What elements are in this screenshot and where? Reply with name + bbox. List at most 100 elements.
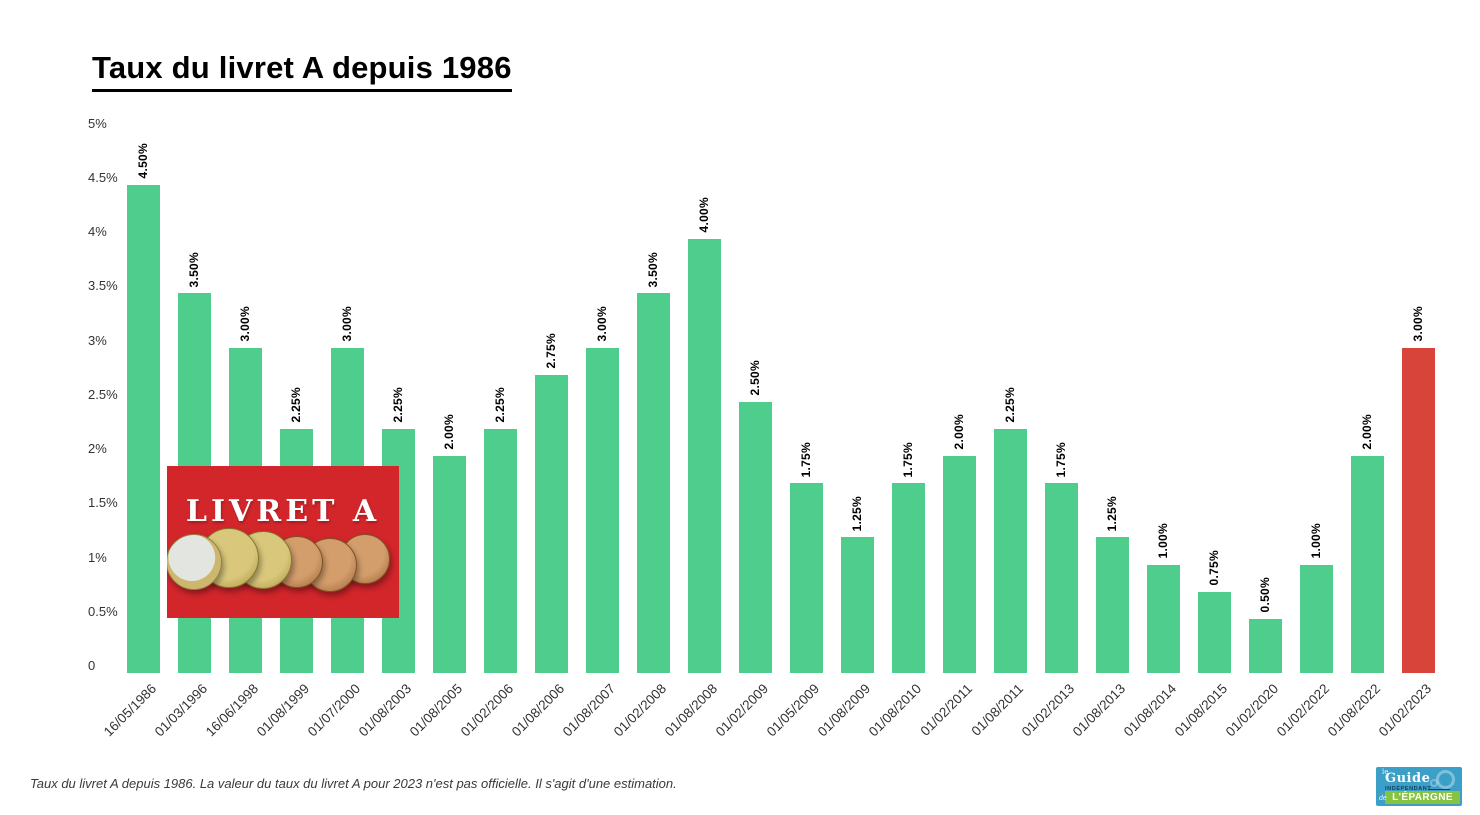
x-axis-label: 01/05/2009 xyxy=(764,681,823,740)
bar-value-label: 1.75% xyxy=(1054,441,1068,478)
chart-bar xyxy=(942,456,976,673)
bar-value-label: 2.00% xyxy=(1360,414,1374,450)
chart-bar xyxy=(585,347,619,673)
bar-value-label: 2.00% xyxy=(952,414,966,450)
bar-value-label: 2.25% xyxy=(1003,387,1017,423)
bar-value-label: 2.25% xyxy=(289,387,303,423)
x-axis-label: 01/08/2006 xyxy=(509,681,568,740)
x-axis-label: 01/07/2000 xyxy=(305,681,364,740)
bar-value-label: 3.00% xyxy=(1411,305,1425,342)
y-axis-label: 1.5% xyxy=(88,495,118,511)
footnote: Taux du livret A depuis 1986. La valeur … xyxy=(30,776,677,791)
chart-bar xyxy=(687,239,721,673)
chart-bar xyxy=(789,483,823,673)
x-axis-label: 01/08/1999 xyxy=(254,681,313,740)
x-axis-label: 01/08/2007 xyxy=(560,681,619,740)
x-axis-label: 01/02/2006 xyxy=(458,681,517,740)
bar-value-label: 0.75% xyxy=(1207,550,1221,586)
x-axis-label: 16/06/1998 xyxy=(203,681,262,740)
x-axis-label: 01/08/2008 xyxy=(662,681,721,740)
bar-value-label: 4.00% xyxy=(697,197,711,233)
x-axis-label: 01/02/2013 xyxy=(1019,681,1078,740)
bar-value-label: 1.00% xyxy=(1156,522,1170,559)
livret-a-caption: LIVRET A xyxy=(185,494,381,529)
bar-value-label: 2.00% xyxy=(442,414,456,450)
x-axis-label: 01/08/2010 xyxy=(866,681,925,740)
x-axis-label: 16/05/1986 xyxy=(101,681,160,740)
y-axis-label: 0 xyxy=(88,658,96,673)
y-axis-label: 1% xyxy=(88,549,107,565)
x-axis-label: 01/02/2008 xyxy=(611,681,670,740)
x-axis-label: 01/08/2022 xyxy=(1325,681,1384,740)
chart-bar xyxy=(840,537,874,673)
bar-value-label: 1.75% xyxy=(901,441,915,478)
bar-value-label: 1.00% xyxy=(1309,522,1323,559)
bar-value-label: 3.00% xyxy=(238,305,252,342)
logo-guide: Guide xyxy=(1385,771,1431,786)
bar-value-label: 3.50% xyxy=(187,251,201,288)
chart-bar xyxy=(126,184,160,673)
y-axis-label: 0.5% xyxy=(88,603,118,619)
y-axis-label: 4% xyxy=(88,224,107,239)
x-axis-label: 01/08/2014 xyxy=(1121,681,1180,740)
coin-ring-icon xyxy=(1436,770,1455,789)
bar-value-label: 2.75% xyxy=(544,333,558,369)
x-axis-label: 01/02/2023 xyxy=(1376,681,1435,740)
x-axis-label: 01/02/2009 xyxy=(713,681,772,740)
x-axis-label: 01/08/2013 xyxy=(1070,681,1129,740)
x-axis-label: 01/02/2011 xyxy=(917,681,976,739)
y-axis-label: 5% xyxy=(88,115,107,131)
x-axis-label: 01/08/2011 xyxy=(968,681,1027,739)
chart-bar xyxy=(1299,564,1333,673)
logo-independant: INDÉPENDANT xyxy=(1385,786,1432,792)
logo-divider-line xyxy=(1428,789,1450,790)
bar-value-label: 2.25% xyxy=(391,387,405,423)
x-axis-label: 01/08/2015 xyxy=(1172,681,1231,740)
chart-bar xyxy=(1146,564,1180,673)
guide-epargne-logo: le Guide INDÉPENDANT de L'ÉPARGNE xyxy=(1376,767,1462,806)
x-axis-label: 01/08/2009 xyxy=(815,681,874,740)
y-axis-label: 2% xyxy=(88,441,107,456)
bar-value-label: 3.00% xyxy=(595,305,609,342)
bar-value-label: 4.50% xyxy=(136,143,150,179)
bar-value-label: 1.75% xyxy=(799,441,813,478)
bar-value-label: 2.50% xyxy=(748,360,762,396)
bar-value-label: 3.50% xyxy=(646,251,660,288)
y-axis-label: 3.5% xyxy=(88,278,118,294)
chart-bar xyxy=(891,483,925,673)
chart-bar xyxy=(636,293,670,673)
y-axis-label: 3% xyxy=(88,332,107,348)
chart-title: Taux du livret A depuis 1986 xyxy=(92,50,512,92)
x-axis-label: 01/02/2020 xyxy=(1223,681,1282,740)
coin-1-euro-icon xyxy=(167,534,222,590)
chart-bar xyxy=(1350,456,1384,673)
logo-le: le xyxy=(1382,768,1389,776)
livret-a-photo: LIVRET A xyxy=(167,466,399,618)
bar-value-label: 1.25% xyxy=(1105,495,1119,532)
coin-ring-small-icon xyxy=(1430,779,1438,787)
logo-epargne-strip: L'ÉPARGNE xyxy=(1385,791,1460,804)
chart-bar xyxy=(483,428,517,673)
chart-bar xyxy=(1197,591,1231,673)
chart-bar xyxy=(432,456,466,673)
bar-value-label: 1.25% xyxy=(850,495,864,532)
y-axis-label: 2.5% xyxy=(88,386,118,402)
chart-bar xyxy=(1095,537,1129,673)
bar-value-label: 3.00% xyxy=(340,305,354,342)
chart-bar xyxy=(738,401,772,673)
chart-bar xyxy=(1401,347,1435,673)
chart-bar xyxy=(1044,483,1078,673)
bar-value-label: 0.50% xyxy=(1258,577,1272,613)
chart-bar xyxy=(534,374,568,673)
y-axis-label: 4.5% xyxy=(88,169,118,185)
x-axis-label: 01/08/2003 xyxy=(356,681,415,740)
bar-value-label: 2.25% xyxy=(493,387,507,423)
logo-epargne: L'ÉPARGNE xyxy=(1392,792,1453,803)
chart-bar xyxy=(1248,618,1282,673)
x-axis-label: 01/08/2005 xyxy=(407,681,466,740)
x-axis-label: 01/03/1996 xyxy=(152,681,211,740)
logo-de: de xyxy=(1379,795,1387,802)
x-axis-label: 01/02/2022 xyxy=(1274,681,1333,740)
